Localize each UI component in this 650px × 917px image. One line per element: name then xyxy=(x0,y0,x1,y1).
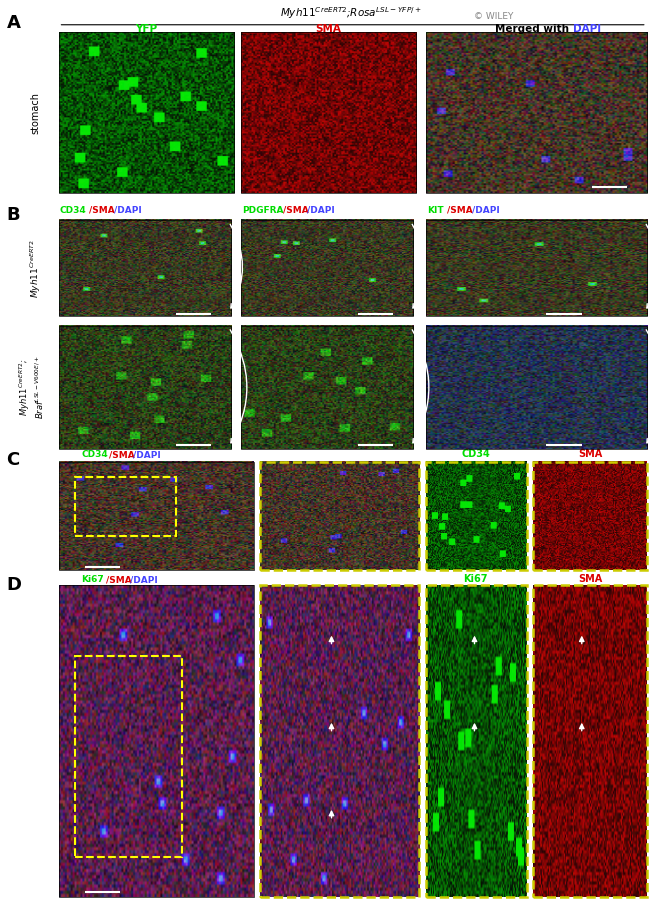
Text: /DAPI: /DAPI xyxy=(114,205,142,215)
Bar xyxy=(426,326,647,449)
Bar xyxy=(58,585,254,897)
Text: /SMA: /SMA xyxy=(447,205,473,215)
Bar xyxy=(58,462,254,570)
Text: /SMA: /SMA xyxy=(106,575,132,584)
Text: A: A xyxy=(6,14,20,32)
Text: DAPI: DAPI xyxy=(573,24,601,34)
Text: CD34: CD34 xyxy=(462,449,490,459)
Text: KIT: KIT xyxy=(427,205,444,215)
FancyArrowPatch shape xyxy=(230,225,242,308)
Bar xyxy=(426,32,647,193)
Text: Ki67: Ki67 xyxy=(463,574,488,584)
Text: Ki67: Ki67 xyxy=(81,575,104,584)
Text: stomach: stomach xyxy=(31,92,41,134)
Text: /DAPI: /DAPI xyxy=(472,205,500,215)
Text: CD34: CD34 xyxy=(60,205,86,215)
Bar xyxy=(533,462,647,570)
Text: YFP: YFP xyxy=(135,24,157,34)
Text: D: D xyxy=(6,576,21,594)
Bar xyxy=(58,220,231,316)
Text: $Myh11^{CreERT2}$;: $Myh11^{CreERT2}$; xyxy=(18,358,32,416)
Bar xyxy=(260,585,419,897)
Text: /DAPI: /DAPI xyxy=(130,575,158,584)
Text: $Myh11^{CreERT2}$: $Myh11^{CreERT2}$ xyxy=(29,239,43,298)
Bar xyxy=(426,462,526,570)
FancyArrowPatch shape xyxy=(646,225,650,308)
Text: /DAPI: /DAPI xyxy=(133,450,161,459)
Bar xyxy=(75,656,182,857)
Bar xyxy=(240,326,413,449)
Text: PDGFRA: PDGFRA xyxy=(242,205,283,215)
Text: /SMA: /SMA xyxy=(89,205,115,215)
Text: B: B xyxy=(6,206,20,225)
Bar xyxy=(58,32,234,193)
Text: $Braf^{LSL-V600E/+}$: $Braf^{LSL-V600E/+}$ xyxy=(34,355,47,419)
Bar xyxy=(533,585,647,897)
Bar xyxy=(426,220,647,316)
Text: SMA: SMA xyxy=(578,449,603,459)
FancyArrowPatch shape xyxy=(230,330,247,443)
Bar xyxy=(240,32,416,193)
Text: Merged with: Merged with xyxy=(495,24,573,34)
Bar xyxy=(240,220,413,316)
Bar xyxy=(58,326,231,449)
Text: C: C xyxy=(6,451,20,470)
Text: $Myh11^{CreERT2}$;$Rosa^{LSL-YFP/+}$: $Myh11^{CreERT2}$;$Rosa^{LSL-YFP/+}$ xyxy=(280,6,422,21)
Text: CD34: CD34 xyxy=(81,450,108,459)
FancyArrowPatch shape xyxy=(412,330,429,443)
FancyArrowPatch shape xyxy=(412,225,424,308)
Text: SMA: SMA xyxy=(315,24,341,34)
Text: © WILEY: © WILEY xyxy=(474,12,514,21)
Text: /SMA: /SMA xyxy=(109,450,135,459)
Bar xyxy=(426,585,526,897)
Bar xyxy=(260,462,419,570)
FancyArrowPatch shape xyxy=(646,330,650,443)
Bar xyxy=(75,477,176,536)
Text: /DAPI: /DAPI xyxy=(307,205,335,215)
Text: /SMA: /SMA xyxy=(283,205,309,215)
Text: SMA: SMA xyxy=(578,574,603,584)
